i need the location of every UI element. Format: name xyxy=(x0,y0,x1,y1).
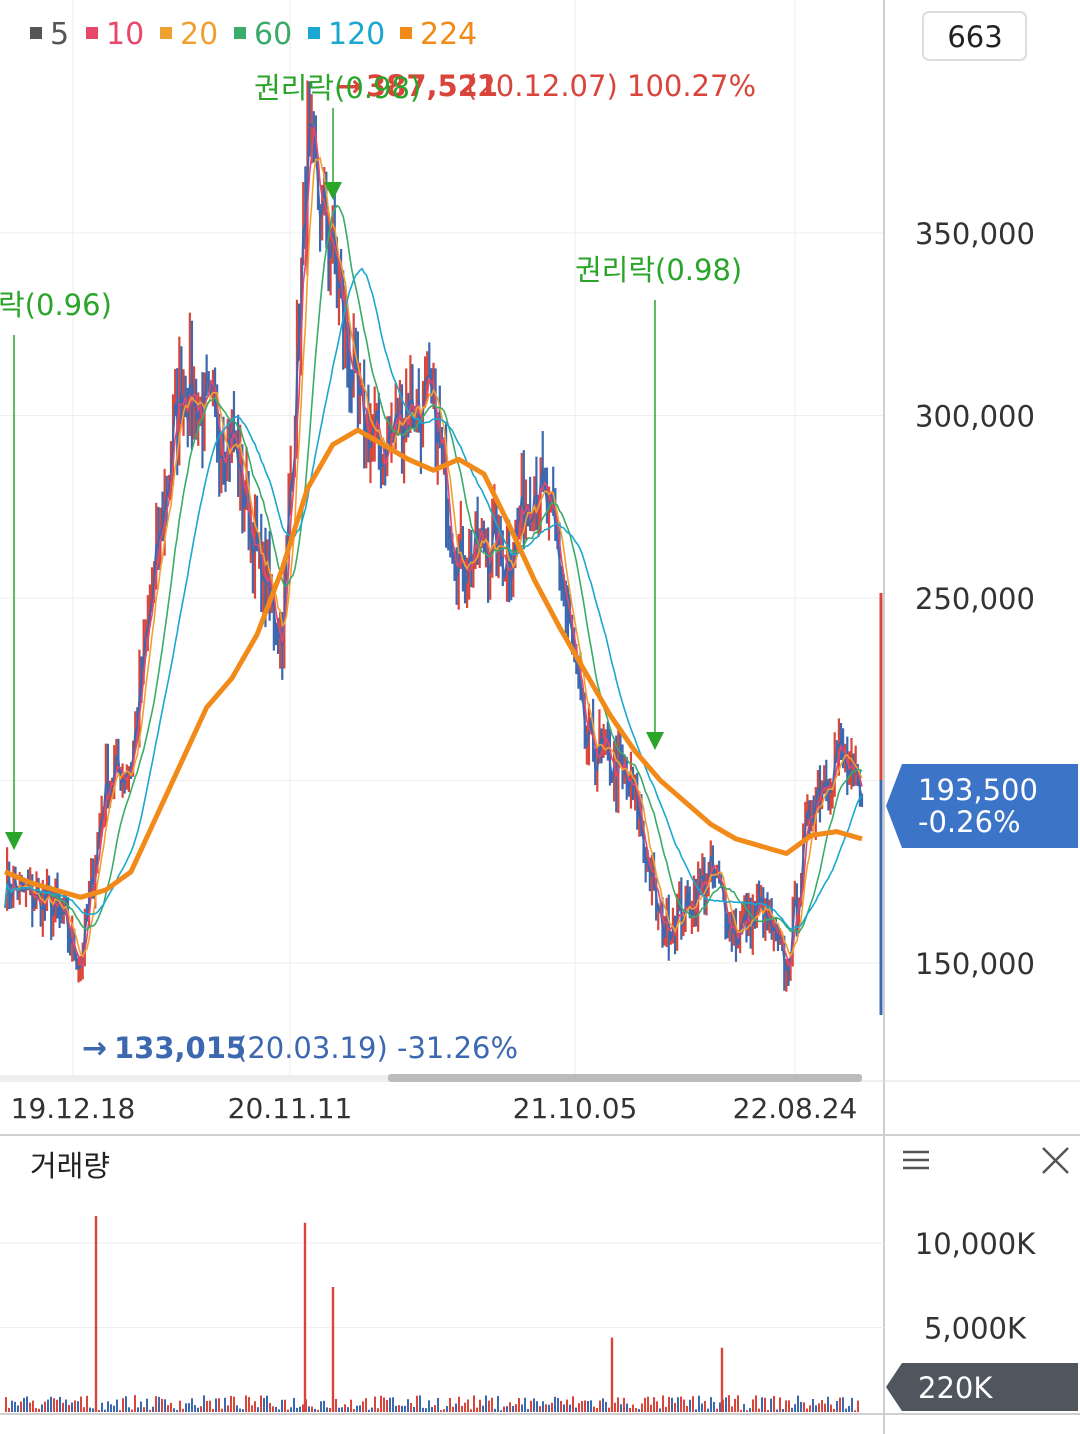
low-annotation: → 133,015(20.03.19) -31.26% xyxy=(82,1031,518,1066)
high-value: 387,521 xyxy=(366,69,498,103)
close-icon[interactable] xyxy=(1042,1147,1069,1174)
ma20-line xyxy=(4,156,863,958)
value-box xyxy=(922,11,1027,61)
x-axis-tick-label: 19.12.18 xyxy=(11,1092,136,1125)
high-detail: (20.12.07) 100.27% xyxy=(466,69,756,103)
down-arrow-icon xyxy=(5,832,23,850)
legend-label: 5 xyxy=(50,17,69,52)
legend-label: 224 xyxy=(420,17,477,52)
rights-label: 락(0.96) xyxy=(0,288,112,322)
legend-label: 10 xyxy=(106,17,144,52)
arrow-icon: → xyxy=(337,69,362,104)
x-axis-tick-label: 20.11.11 xyxy=(228,1092,353,1125)
volume-title: 거래량 xyxy=(30,1149,110,1183)
y-axis-tick-label: 300,000 xyxy=(915,400,1035,434)
down-arrow-icon xyxy=(646,732,664,750)
legend-swatch xyxy=(234,27,246,39)
scrollbar-thumb[interactable] xyxy=(388,1074,862,1082)
rights-annotation: 권리락(0.98) xyxy=(575,253,742,750)
legend-swatch xyxy=(86,27,98,39)
ma10-line xyxy=(4,125,863,970)
legend-swatch xyxy=(308,27,320,39)
x-axis-tick-label: 22.08.24 xyxy=(733,1092,858,1125)
legend-swatch xyxy=(30,27,42,39)
down-arrow-icon xyxy=(324,182,342,200)
rights-label: 권리락(0.98) xyxy=(254,71,421,105)
rights-annotation: 락(0.96) xyxy=(0,288,112,850)
low-detail: (20.03.19) -31.26% xyxy=(236,1031,518,1065)
legend-swatch xyxy=(160,27,172,39)
ma60-line xyxy=(4,204,863,933)
arrow-icon: → xyxy=(82,1031,107,1066)
legend: 5 10 20 60 120 224 xyxy=(30,17,477,52)
y-axis-tick-label: 150,000 xyxy=(915,947,1035,981)
ma224-line xyxy=(4,427,863,900)
price-tag-bg xyxy=(886,764,1078,848)
legend-label: 120 xyxy=(328,17,385,52)
volume-tick-label: 5,000K xyxy=(924,1312,1027,1346)
y-axis-tick-label: 350,000 xyxy=(915,217,1035,251)
current-volume-tag: 220K xyxy=(886,1363,1078,1411)
y-axis-tick-label: 250,000 xyxy=(915,582,1035,616)
close-icon-stroke xyxy=(1042,1147,1069,1174)
current-price-tag: 193,500-0.26% xyxy=(886,764,1078,848)
header-value: 663 xyxy=(947,20,1002,54)
legend-label: 20 xyxy=(180,17,218,52)
x-axis-tick-label: 21.10.05 xyxy=(513,1092,638,1125)
price-change: -0.26% xyxy=(918,805,1021,839)
high-annotation: → 387,521(20.12.07) 100.27% xyxy=(337,69,756,104)
low-value: 133,015 xyxy=(114,1031,246,1065)
header-value-box: 663 xyxy=(922,11,1027,61)
rights-annotation: 권리락(0.98) xyxy=(254,71,421,200)
volume-tick-label: 10,000K xyxy=(915,1227,1036,1261)
legend-label: 60 xyxy=(254,17,292,52)
rights-label: 권리락(0.98) xyxy=(575,253,742,287)
current-price: 193,500 xyxy=(918,773,1038,807)
ma120-line xyxy=(4,267,863,931)
current-volume: 220K xyxy=(918,1371,993,1405)
legend-swatch xyxy=(400,27,412,39)
menu-icon[interactable] xyxy=(903,1150,929,1170)
volume-tag-bg xyxy=(886,1363,1078,1411)
